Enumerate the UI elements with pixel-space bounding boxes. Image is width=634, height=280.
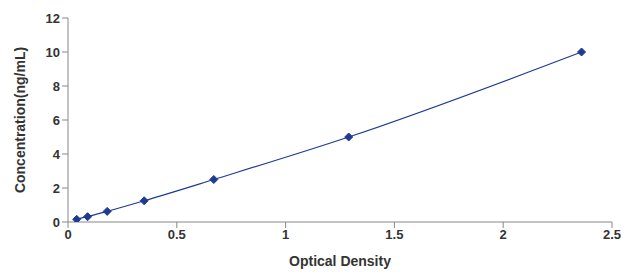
svg-text:12: 12 <box>46 11 60 26</box>
svg-text:0: 0 <box>64 227 71 242</box>
svg-text:2: 2 <box>500 227 507 242</box>
svg-text:0: 0 <box>53 215 60 230</box>
svg-text:Concentration(ng/mL): Concentration(ng/mL) <box>12 47 28 193</box>
svg-text:8: 8 <box>53 79 60 94</box>
svg-text:2.5: 2.5 <box>603 227 621 242</box>
svg-text:1.5: 1.5 <box>385 227 403 242</box>
svg-text:0.5: 0.5 <box>168 227 186 242</box>
svg-text:2: 2 <box>53 181 60 196</box>
svg-text:1: 1 <box>282 227 289 242</box>
svg-text:Optical Density: Optical Density <box>289 253 391 269</box>
svg-text:6: 6 <box>53 113 60 128</box>
svg-text:4: 4 <box>53 147 61 162</box>
svg-text:10: 10 <box>46 45 60 60</box>
